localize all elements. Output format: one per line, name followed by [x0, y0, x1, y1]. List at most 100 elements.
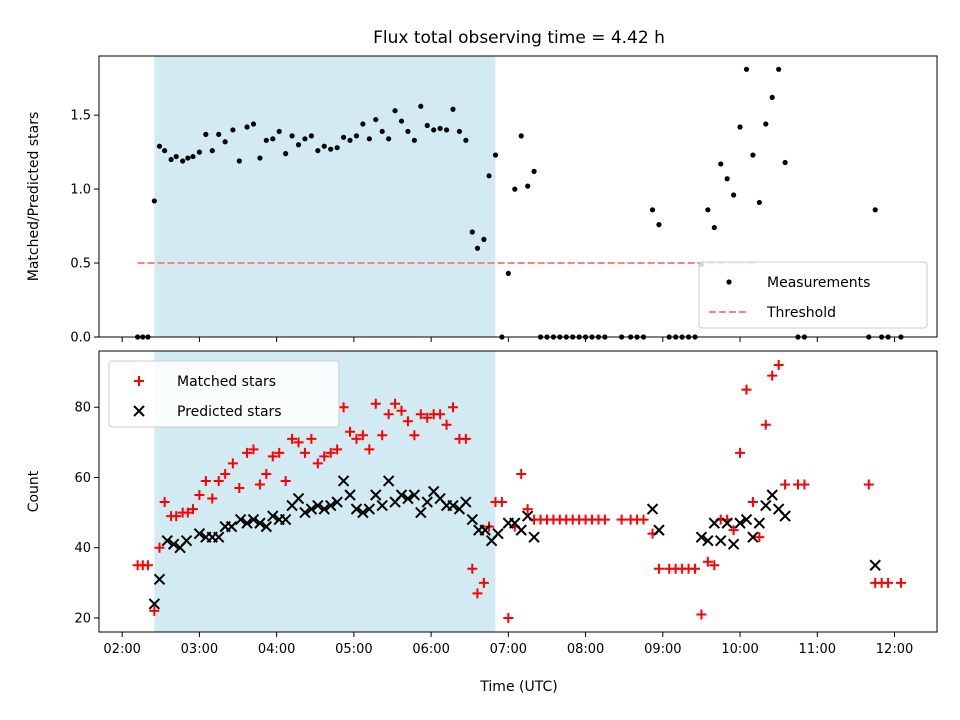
- data-point: [357, 430, 368, 441]
- data-point: [167, 538, 180, 550]
- data-point: [753, 517, 766, 529]
- data-point: [895, 577, 906, 588]
- data-point: [740, 513, 753, 526]
- data-point: [267, 451, 278, 462]
- y-tick-label: 1.0: [70, 183, 91, 198]
- data-point: [450, 106, 456, 112]
- data-point: [149, 605, 160, 616]
- data-point: [321, 143, 327, 149]
- data-point: [741, 384, 752, 395]
- data-point: [467, 563, 478, 574]
- data-point: [370, 489, 382, 501]
- data-point: [646, 503, 659, 515]
- data-point: [379, 128, 385, 135]
- y-tick-label: 0.0: [70, 331, 91, 346]
- data-point: [159, 497, 170, 508]
- data-point: [756, 199, 762, 206]
- data-point: [254, 517, 266, 529]
- data-point: [161, 534, 173, 547]
- data-point: [743, 66, 750, 72]
- data-point: [872, 207, 878, 213]
- data-point: [435, 409, 446, 420]
- data-point: [766, 489, 778, 501]
- data-point: [505, 270, 511, 277]
- data-point: [408, 489, 421, 501]
- data-point: [193, 527, 206, 540]
- data-point: [190, 153, 196, 160]
- x-tick-label: 05:00: [335, 642, 372, 657]
- data-point: [377, 430, 388, 441]
- data-point: [599, 514, 610, 525]
- data-point: [737, 124, 743, 130]
- data-point: [754, 532, 765, 543]
- data-point: [366, 136, 372, 142]
- data-point: [638, 514, 649, 525]
- data-point: [390, 398, 401, 409]
- data-point: [171, 511, 182, 522]
- data-point: [409, 430, 420, 441]
- data-point: [708, 517, 721, 529]
- data-point: [702, 534, 714, 547]
- data-point: [747, 531, 759, 543]
- data-point: [173, 153, 179, 160]
- data-point: [230, 127, 236, 133]
- chart-title: Flux total observing time = 4.42 h: [373, 28, 665, 48]
- data-point: [689, 563, 700, 574]
- data-point: [216, 131, 222, 137]
- data-point: [234, 513, 247, 526]
- data-point: [799, 479, 810, 490]
- data-point: [353, 133, 360, 139]
- legend-label: Measurements: [767, 275, 870, 291]
- data-point: [287, 433, 298, 444]
- data-point: [383, 409, 394, 420]
- data-point: [492, 527, 504, 540]
- data-point: [726, 279, 732, 285]
- data-point: [299, 447, 310, 458]
- data-point: [337, 475, 350, 487]
- data-point: [373, 116, 379, 123]
- data-point: [280, 475, 291, 486]
- data-point: [315, 148, 321, 154]
- data-point: [203, 131, 209, 137]
- data-point: [194, 490, 205, 501]
- data-point: [392, 108, 398, 114]
- legend-box: [698, 261, 928, 329]
- data-point: [531, 168, 537, 174]
- legend-label: Matched stars: [177, 374, 276, 390]
- data-point: [156, 143, 163, 149]
- data-point: [276, 128, 282, 135]
- data-point: [133, 405, 145, 417]
- y-tick-label: 60: [74, 471, 91, 486]
- data-point: [469, 229, 475, 235]
- y-tick-label: 0.5: [70, 257, 91, 272]
- data-point: [263, 137, 269, 143]
- data-point: [466, 513, 479, 526]
- x-tick-label: 07:00: [490, 642, 527, 657]
- data-point: [270, 136, 276, 142]
- axes-frame: [98, 55, 938, 338]
- data-point: [463, 137, 469, 143]
- data-point: [324, 499, 337, 512]
- data-point: [773, 360, 784, 371]
- data-point: [516, 468, 527, 479]
- data-point: [728, 525, 739, 536]
- data-point: [734, 517, 746, 529]
- data-point: [187, 504, 198, 515]
- data-point: [295, 142, 302, 148]
- data-point: [151, 198, 157, 204]
- data-point: [431, 127, 437, 133]
- data-point: [347, 137, 353, 143]
- data-point: [705, 207, 711, 213]
- observing-window: [154, 56, 496, 337]
- data-point: [180, 534, 193, 547]
- x-tick-label: 09:00: [644, 642, 681, 657]
- data-point: [331, 496, 343, 508]
- legend-label: Predicted stars: [177, 404, 282, 420]
- data-point: [460, 496, 472, 508]
- data-point: [357, 506, 369, 519]
- data-point: [731, 192, 737, 198]
- data-point: [396, 405, 407, 416]
- data-point: [168, 156, 174, 163]
- data-point: [376, 499, 388, 512]
